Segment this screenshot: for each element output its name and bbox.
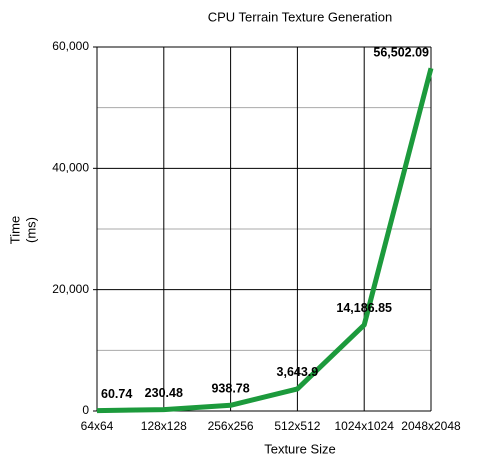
x-axis-title: Texture Size [264,441,336,456]
y-axis-title: Time (ms) [7,216,38,244]
y-axis-title-line: Time [7,216,22,244]
line [96,67,434,414]
x-tick-label: 128x128 [141,419,187,433]
value-label: 938.78 [211,382,249,396]
chart-title: CPU Terrain Texture Generation [208,9,393,24]
x-tick-label: 512x512 [274,419,320,433]
y-tick-label: 0 [82,403,89,417]
value-label: 3,643.9 [277,365,319,379]
x-tick-label: 64x64 [81,419,114,433]
value-label: 60.74 [101,387,132,401]
value-label: 14,186.85 [336,301,392,315]
y-tick-label: 60,000 [52,39,89,53]
y-tick-label: 20,000 [52,282,89,296]
x-tick-label: 2048x2048 [401,419,461,433]
y-axis-title-line: (ms) [23,217,38,243]
value-label: 230.48 [145,386,183,400]
value-label: 56,502.09 [373,45,429,59]
x-tick-label: 1024x1024 [335,419,395,433]
x-tick-label: 256x256 [208,419,254,433]
y-tick-label: 40,000 [52,161,89,175]
